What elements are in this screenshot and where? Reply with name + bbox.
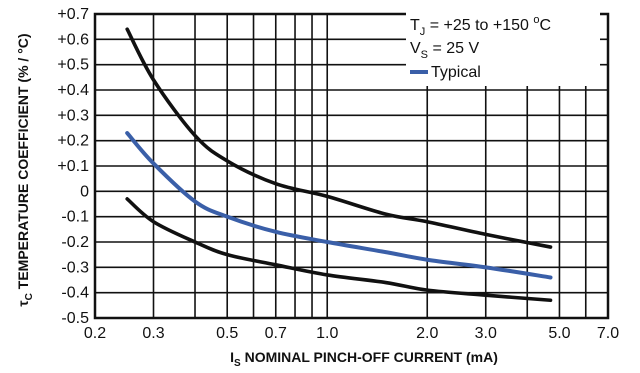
x-axis-label: IS NOMINAL PINCH-OFF CURRENT (mA) xyxy=(230,349,498,368)
y-tick-label: +0.7 xyxy=(57,6,89,23)
x-tick-label: 7.0 xyxy=(597,325,619,342)
legend-label-typical: Typical xyxy=(431,64,481,81)
y-tick-label: 0 xyxy=(80,183,89,200)
y-tick-label: -0.3 xyxy=(61,259,89,276)
series-line-lower-bound xyxy=(125,197,553,303)
y-tick-label: -0.2 xyxy=(61,234,89,251)
x-tick-label: 2.0 xyxy=(416,325,438,342)
x-tick-labels: 0.2 0.3 0.5 0.7 1.0 2.0 3.0 5.0 7.0 xyxy=(84,325,619,342)
y-tick-label: +0.1 xyxy=(57,158,89,175)
annotation-box xyxy=(406,8,600,86)
series-line-typical xyxy=(125,131,553,280)
plot-frame xyxy=(93,12,610,320)
x-tick-label: 0.2 xyxy=(84,325,106,342)
x-tick-label: 0.3 xyxy=(142,325,164,342)
y-axis-label: τC TEMPERATURE COEFFICIENT (% / °C) xyxy=(15,33,35,306)
y-tick-label: +0.5 xyxy=(57,57,89,74)
x-tick-label: 0.5 xyxy=(216,325,238,342)
y-tick-label: -0.4 xyxy=(61,285,89,302)
tj-annotation: TJ = +25 to +150 oC xyxy=(410,14,551,38)
series-group xyxy=(125,27,553,303)
y-tick-label: -0.1 xyxy=(61,209,89,226)
x-tick-label: 0.7 xyxy=(265,325,287,342)
y-tick-label: +0.6 xyxy=(57,31,89,48)
x-tick-label: 3.0 xyxy=(475,325,497,342)
x-tick-label: 1.0 xyxy=(316,325,338,342)
x-tick-label: 5.0 xyxy=(548,325,570,342)
series-line-upper-bound xyxy=(125,27,553,249)
plot-border xyxy=(93,12,610,320)
vs-annotation: VS = 25 V xyxy=(410,40,479,61)
y-tick-label: +0.3 xyxy=(57,107,89,124)
y-tick-label: +0.2 xyxy=(57,133,89,150)
y-tick-label: -0.5 xyxy=(61,310,89,327)
y-tick-labels: +0.7 +0.6 +0.5 +0.4 +0.3 +0.2 +0.1 0 -0.1 -0.2 -0.… xyxy=(57,6,89,327)
y-tick-label: +0.4 xyxy=(57,82,89,99)
